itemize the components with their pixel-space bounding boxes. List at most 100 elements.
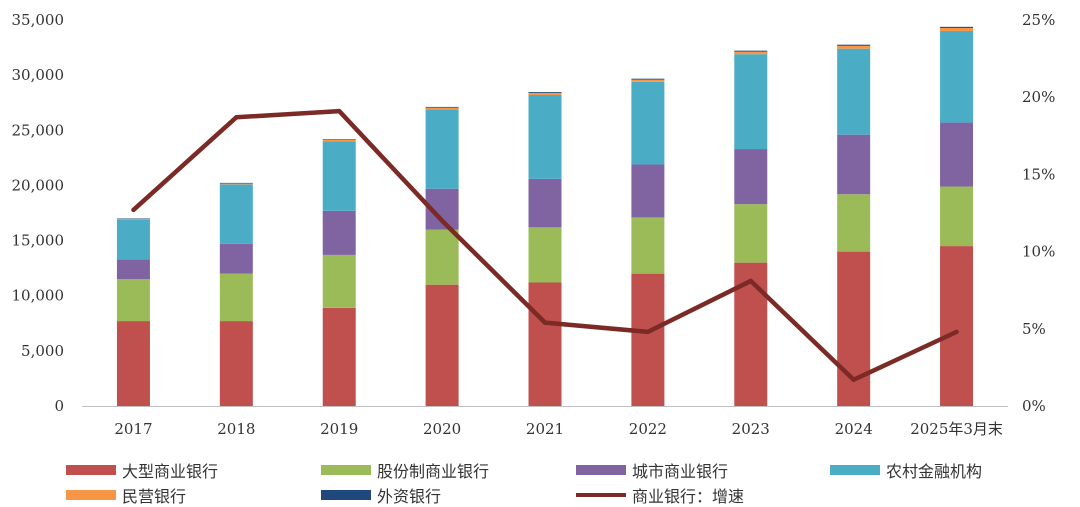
x-tick-label: 2019 (320, 420, 358, 438)
growth-line-group (131, 108, 959, 383)
x-tick-label: 2017 (114, 420, 152, 438)
growth-point (954, 329, 959, 334)
bar-segment-1 (219, 321, 253, 406)
x-tick-label: 2021 (526, 420, 564, 438)
bar-segment-6 (425, 106, 459, 108)
growth-point (234, 115, 239, 120)
legend-label: 商业银行：增速 (632, 487, 745, 506)
legend-swatch (66, 465, 116, 475)
bar-segment-2 (219, 273, 253, 322)
y2-tick-label: 5% (1022, 320, 1046, 338)
legend-label: 民营银行 (122, 487, 187, 506)
growth-point (645, 329, 650, 334)
y-tick-label: 30,000 (12, 66, 65, 84)
legend-item: 民营银行 (66, 483, 186, 507)
bar-segment-3 (631, 164, 665, 218)
y-tick-label: 15,000 (12, 232, 65, 250)
x-axis: 2017 2018 2019 2020 2021 2022 2023 2024 2025年3月末 (82, 406, 1008, 438)
legend-swatch (576, 493, 626, 497)
legend-item: 商业银行：增速 (576, 483, 744, 507)
bar-segment-4 (837, 48, 871, 135)
x-tick-label: 2024 (835, 420, 873, 438)
bar-segment-4 (425, 109, 459, 189)
legend-item: 外资银行 (321, 483, 441, 507)
bar-segment-1 (116, 321, 150, 406)
growth-point (851, 377, 856, 382)
bar-segment-5 (528, 93, 562, 95)
legend-item: 股份制商业银行 (321, 458, 489, 482)
bar-segment-3 (219, 243, 253, 274)
bar-segment-6 (116, 218, 150, 220)
bar-segment-3 (940, 122, 974, 187)
bar-segment-6 (631, 78, 665, 80)
legend-label: 大型商业银行 (122, 462, 219, 481)
bar-segment-4 (116, 219, 150, 260)
bar-segment-6 (940, 26, 974, 28)
bar-segment-2 (528, 227, 562, 283)
legend-item: 农村金融机构 (830, 458, 982, 482)
bar-segment-1 (425, 284, 459, 406)
legend-item: 城市商业银行 (576, 458, 728, 482)
legend-label: 城市商业银行 (632, 462, 729, 481)
bar-segment-3 (528, 178, 562, 228)
legend-label: 外资银行 (377, 487, 442, 506)
bar-segment-5 (116, 219, 150, 220)
y-tick-label: 25,000 (12, 121, 65, 139)
y-tick-label: 5,000 (21, 342, 64, 360)
bar-segment-2 (425, 229, 459, 285)
x-tick-label: 2022 (629, 420, 667, 438)
bar-segment-5 (940, 27, 974, 32)
bar-segment-2 (940, 186, 974, 247)
bar-segment-4 (734, 54, 768, 150)
bar-segment-3 (322, 210, 356, 255)
y-axis-left: 0 5,000 10,000 15,000 20,000 25,000 30,000 35,0… (12, 11, 65, 415)
bar-segment-4 (219, 184, 253, 244)
bar-segment-3 (837, 134, 871, 195)
chart-canvas: 0 5,000 10,000 15,000 20,000 25,000 30,000 35,0… (12, 11, 1056, 438)
bar-segment-5 (837, 45, 871, 49)
bar-segment-4 (322, 141, 356, 211)
bar-segment-1 (940, 246, 974, 406)
y2-tick-label: 0% (1022, 397, 1046, 415)
y-tick-label: 35,000 (12, 11, 65, 29)
bar-segment-1 (734, 262, 768, 406)
legend-swatch (321, 465, 371, 475)
growth-point (440, 218, 445, 223)
bar-segment-2 (734, 204, 768, 263)
legend: 大型商业银行 股份制商业银行 城市商业银行 农村金融机构民营银行 外资银行 商业银行：增速 (66, 458, 1066, 506)
bar-segment-6 (528, 92, 562, 94)
y-tick-label: 0 (54, 397, 64, 415)
y-axis-right: 0% 5% 10% 15% 20% 25% (1022, 11, 1055, 415)
bar-segment-4 (940, 31, 974, 123)
bar-segment-3 (116, 259, 150, 280)
bar-segment-5 (425, 107, 459, 110)
bar-segment-6 (837, 44, 871, 46)
growth-point (337, 109, 342, 114)
bar-segment-2 (631, 217, 665, 274)
growth-point (543, 320, 547, 325)
x-tick-label: 2025年3月末 (910, 420, 1003, 438)
y2-tick-label: 10% (1022, 243, 1055, 261)
bar-segment-2 (116, 279, 150, 322)
bar-segment-1 (528, 282, 562, 406)
growth-point (131, 207, 136, 212)
x-tick-label: 2023 (732, 420, 770, 438)
legend-swatch (321, 490, 371, 500)
bar-segment-6 (219, 182, 253, 184)
y2-tick-label: 15% (1022, 165, 1055, 183)
legend-item: 大型商业银行 (66, 458, 218, 482)
bar-segment-1 (322, 307, 356, 406)
bar-segment-5 (734, 51, 768, 55)
bar-segment-4 (631, 81, 665, 165)
y2-tick-label: 25% (1022, 11, 1055, 29)
growth-point (748, 278, 753, 283)
bar-segment-6 (322, 139, 356, 140)
bar-segment-6 (734, 50, 768, 52)
bar-segment-5 (219, 183, 253, 185)
bar-segment-1 (631, 273, 665, 406)
bar-segment-3 (734, 149, 768, 205)
legend-swatch (66, 490, 116, 500)
bar-segment-5 (631, 79, 665, 82)
bar-segment-5 (322, 139, 356, 142)
bar-segment-2 (837, 194, 871, 252)
